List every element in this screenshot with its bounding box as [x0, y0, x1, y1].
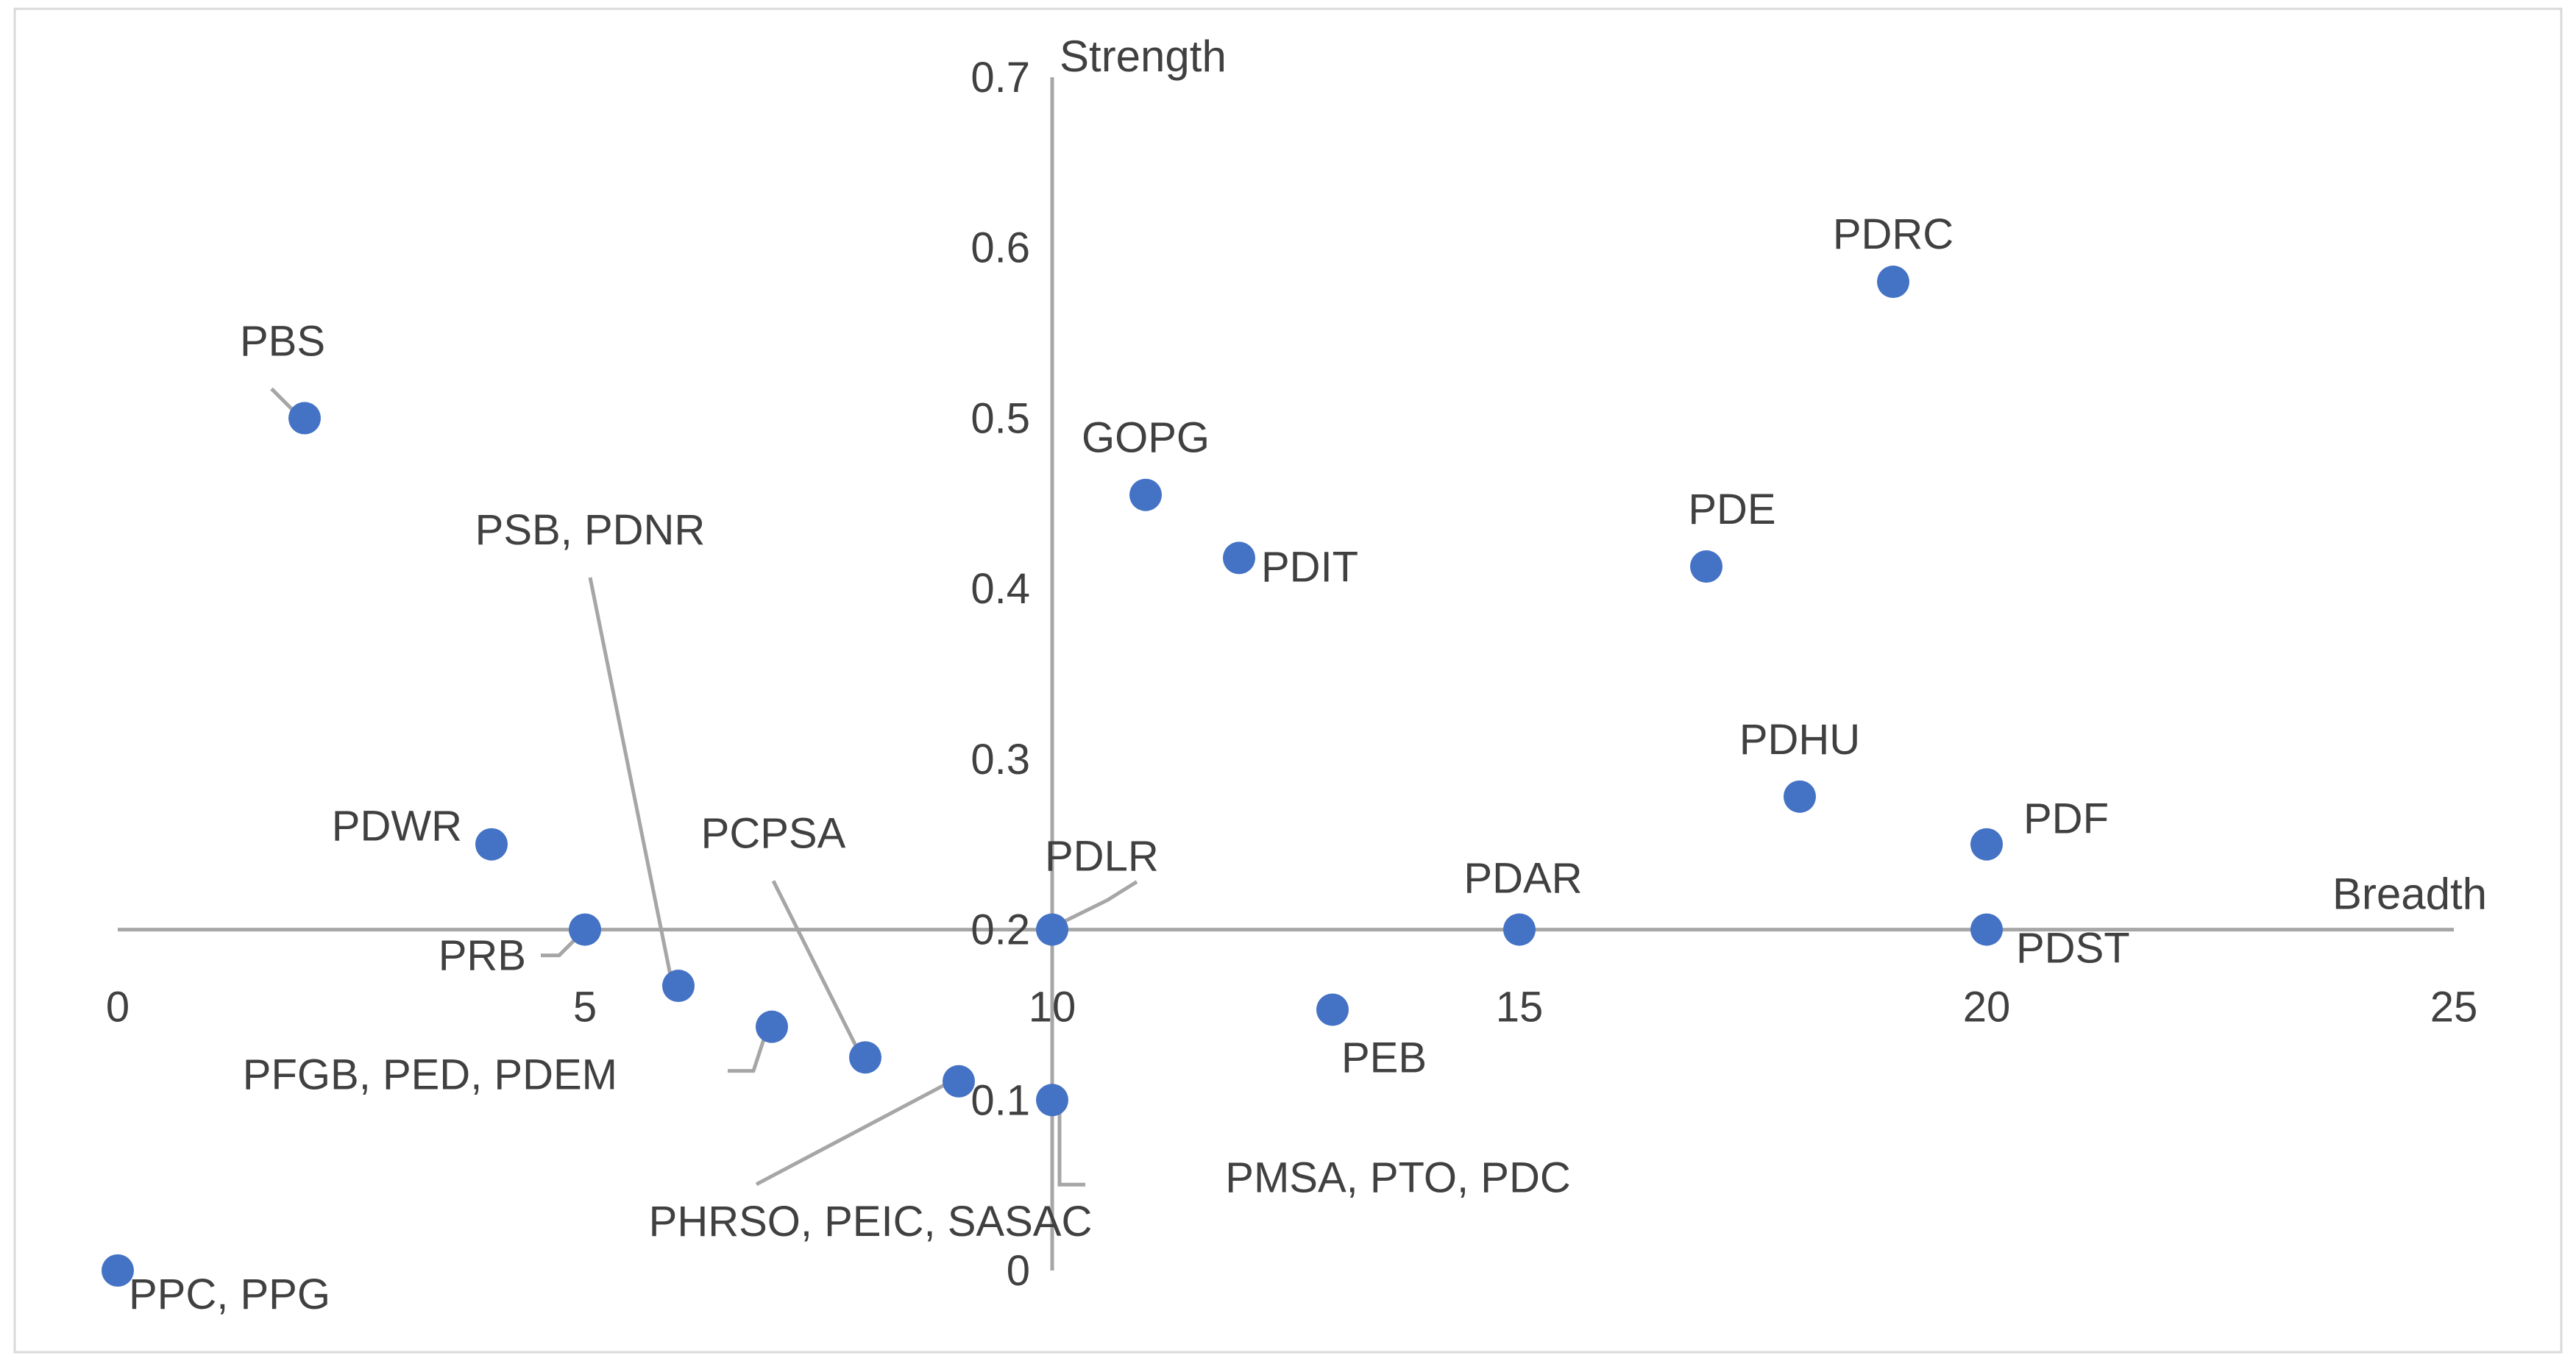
data-label-pde: PDE: [1688, 486, 1775, 533]
data-point-pdwr: [475, 828, 508, 861]
leader-line-pmsa-pto-pdc: [1057, 1107, 1085, 1187]
y-tick-label: 0.5: [971, 394, 1030, 442]
leader-line-prb: [541, 934, 581, 958]
y-tick-label: 0.1: [971, 1076, 1030, 1124]
data-label-pcpsa: PCPSA: [701, 809, 846, 857]
y-tick-label: 0.2: [971, 906, 1030, 954]
data-point-gopg: [1129, 478, 1162, 511]
x-tick-label: 15: [1496, 984, 1544, 1031]
y-tick-label: 0: [1007, 1247, 1030, 1295]
data-point-pdlr: [1036, 913, 1068, 946]
data-label-pdf: PDF: [2023, 795, 2109, 843]
data-point-pdit: [1223, 541, 1255, 575]
data-label-ppc-ppg: PPC, PPG: [129, 1271, 330, 1318]
data-label-pdhu: PDHU: [1739, 716, 1860, 764]
data-point-pcpsa: [849, 1041, 881, 1074]
x-tick-label: 0: [106, 984, 129, 1031]
y-tick-label: 0.3: [971, 736, 1030, 783]
data-point-pmsa-pto-pdc: [1036, 1084, 1068, 1117]
data-point-pdf: [1970, 828, 2003, 861]
y-tick-labels: 0 0.1 0.2 0.3 0.4 0.5 0.6 0.7: [971, 54, 1030, 1295]
data-labels: PBS PDRC GOPG PDIT PDE PDHU PDF PDWR PRB PDLR PDAR…: [129, 210, 2130, 1318]
data-label-peb: PEB: [1341, 1034, 1427, 1081]
x-tick-label: 25: [2430, 984, 2478, 1031]
data-label-pbs: PBS: [240, 317, 325, 365]
x-tick-labels: 0 5 10 15 20 25: [106, 984, 2477, 1031]
data-point-pfgb-ped-pdem: [756, 1010, 788, 1043]
x-tick-label: 10: [1029, 984, 1076, 1031]
data-points: [102, 266, 2003, 1287]
data-point-psb-pdnr: [662, 970, 695, 1003]
data-label-pdit: PDIT: [1261, 543, 1358, 591]
data-label-pmsa-pto-pdc: PMSA, PTO, PDC: [1225, 1154, 1570, 1201]
leader-line-pdlr: [1058, 880, 1138, 925]
data-point-peb: [1316, 993, 1349, 1026]
data-label-prb: PRB: [439, 932, 526, 980]
data-point-pbs: [288, 402, 321, 435]
y-axis-title: Strength: [1060, 32, 1227, 81]
data-point-prb: [569, 913, 601, 946]
data-point-phrso-peic-sasac: [943, 1065, 975, 1098]
data-label-pdlr: PDLR: [1045, 833, 1159, 881]
data-point-pdhu: [1784, 780, 1816, 813]
data-label-pdar: PDAR: [1463, 855, 1582, 903]
data-point-ppc-ppg: [102, 1254, 134, 1287]
data-label-pdwr: PDWR: [332, 803, 462, 850]
data-label-gopg: GOPG: [1082, 414, 1210, 462]
data-label-psb-pdnr: PSB, PDNR: [475, 506, 706, 554]
leader-line-pfgb-ped-pdem: [728, 1031, 768, 1073]
x-axis-title: Breadth: [2332, 870, 2487, 919]
leader-line-psb-pdnr: [588, 577, 673, 979]
data-point-pdst: [1970, 913, 2003, 946]
data-label-pfgb-ped-pdem: PFGB, PED, PDEM: [243, 1051, 617, 1099]
chart-border: [13, 7, 2563, 1354]
y-tick-label: 0.4: [971, 565, 1030, 613]
data-point-pdrc: [1877, 266, 1909, 299]
leader-line-pcpsa: [771, 880, 860, 1051]
data-point-pde: [1690, 550, 1722, 583]
leader-line-phrso-peic-sasac: [755, 1079, 953, 1187]
y-tick-label: 0.7: [971, 54, 1030, 102]
data-label-pdst: PDST: [2016, 925, 2130, 973]
y-tick-label: 0.6: [971, 224, 1030, 272]
data-label-phrso-peic-sasac: PHRSO, PEIC, SASAC: [649, 1198, 1093, 1245]
data-label-pdrc: PDRC: [1833, 210, 1954, 258]
data-point-pdar: [1503, 913, 1536, 946]
x-tick-label: 5: [573, 984, 597, 1031]
x-tick-label: 20: [1963, 984, 2011, 1031]
